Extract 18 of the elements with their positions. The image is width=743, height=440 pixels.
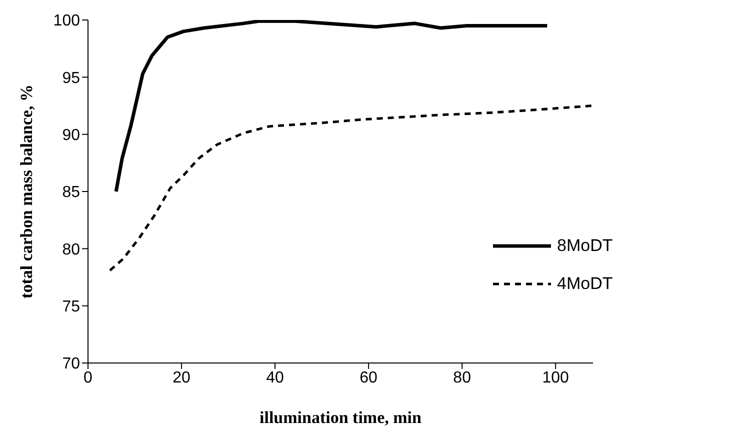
x-tick-label: 0 (84, 369, 93, 386)
x-tick-label: 40 (266, 369, 284, 386)
x-axis-title: illumination time, min (260, 408, 422, 428)
x-tick-label: 20 (172, 369, 191, 386)
y-tick-label: 85 (62, 184, 80, 202)
y-tick-label: 90 (62, 127, 80, 144)
x-tick-label: 80 (453, 369, 472, 386)
line-series (114, 20, 549, 194)
x-tick-label: 100 (542, 369, 570, 386)
y-tick-label: 100 (53, 12, 80, 30)
y-tick-label: 95 (62, 70, 80, 87)
y-tick-label: 70 (62, 356, 80, 373)
y-axis-title: total carbon mass balance, % (17, 84, 36, 298)
y-tick-label: 80 (62, 241, 80, 258)
legend-label: 4MoDT (557, 274, 613, 294)
y-tick-label: 75 (62, 298, 80, 316)
x-tick-label: 60 (360, 369, 378, 386)
legend-label: 8MoDT (557, 236, 613, 256)
